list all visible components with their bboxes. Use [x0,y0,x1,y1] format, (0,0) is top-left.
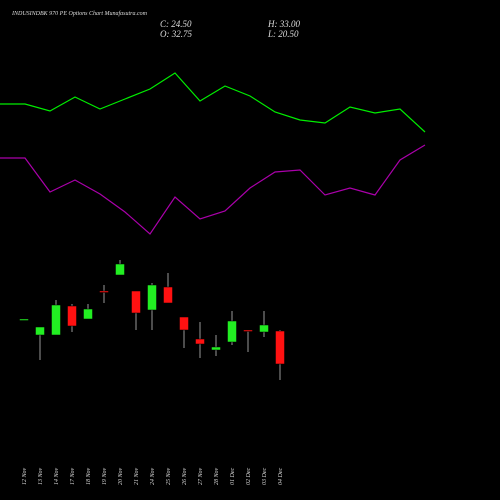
x-tick-label: 27 Nov [198,467,204,485]
x-tick-label: 04 Dec [277,468,284,485]
low-label: L: 20.50 [267,29,299,39]
candle-body [211,346,221,351]
x-tick-label: 17 Nov [70,467,76,485]
candle-body [67,305,77,327]
x-tick-label: 26 Nov [182,467,188,485]
open-label: O: 32.75 [160,29,192,39]
x-tick-label: 21 Nov [134,467,140,485]
candle-body [227,320,237,343]
candle-body [243,329,253,332]
candle-body [195,338,205,345]
x-tick-label: 20 Nov [118,467,124,485]
x-tick-label: 13 Nov [38,467,44,485]
x-tick-label: 19 Nov [102,467,108,485]
candle-body [51,304,61,336]
candle-body [163,286,173,304]
x-tick-label: 01 Dec [230,468,236,485]
candle-body [275,330,285,365]
x-tick-label: 12 Nov [22,467,28,485]
indicator-line [0,144,426,235]
candle-body [131,290,141,314]
x-tick-label: 18 Nov [86,467,92,485]
high-label: H: 33.00 [267,19,300,29]
chart-title: INDUSINDBK 970 PE Options Chart Munafasu… [11,10,148,17]
candle-body [99,290,109,293]
close-label: C: 24.50 [160,19,192,29]
candle-body [83,308,93,320]
indicator-line [0,72,426,133]
candle-body [115,263,125,276]
x-tick-label: 14 Nov [53,467,60,485]
x-tick-label: 28 Nov [214,467,220,485]
x-tick-label: 02 Dec [246,468,252,485]
candle-body [35,326,45,336]
candle-body [147,284,157,311]
candle-body [179,316,189,331]
candle-body [259,324,269,333]
x-tick-label: 25 Nov [166,467,172,485]
x-tick-label: 03 Dec [262,468,268,485]
x-tick-label: 24 Nov [149,467,156,485]
candle-body [19,318,29,321]
